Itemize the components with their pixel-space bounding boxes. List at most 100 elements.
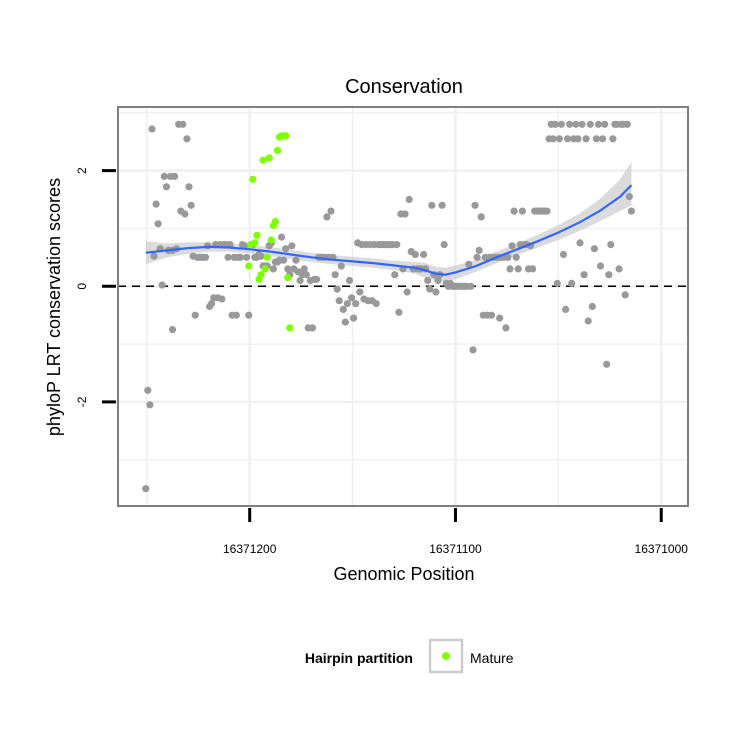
base-point [465,260,473,268]
base-point [144,386,152,394]
mature-point [251,239,259,247]
base-point [438,201,446,209]
base-point [467,282,475,290]
base-point [232,311,240,319]
base-point [348,294,356,302]
base-point [510,207,518,215]
base-point [440,241,448,249]
x-tick-label: 16371200 [223,542,277,556]
base-point [337,262,345,270]
base-point [623,120,631,128]
base-point [282,245,290,253]
base-point [601,120,609,128]
base-point [582,135,590,143]
base-point [224,253,232,261]
base-point [518,207,527,215]
panel-border [117,106,689,507]
base-point [512,253,520,261]
base-point [327,207,335,215]
base-point [543,207,551,215]
x-axis: 16371200 16371100 16371000 [223,508,688,556]
y-tick-label: 2 [75,167,89,174]
base-point [615,265,623,273]
base-point [568,279,576,287]
base-point [625,193,634,201]
base-point [607,241,615,249]
base-point [609,135,617,143]
base-point [506,265,514,273]
base-point [496,314,504,322]
legend-label-mature: Mature [470,650,514,666]
base-point [475,246,483,254]
base-point [572,120,580,128]
base-point [590,245,599,253]
base-point [627,207,636,215]
base-point [403,288,411,296]
base-point [288,242,296,250]
base-point [605,271,613,279]
base-point [146,401,154,409]
base-point [599,135,607,143]
base-point [557,120,566,128]
chart-title: Conservation [345,76,463,98]
mature-point [261,265,269,273]
base-point [269,265,277,273]
base-point [341,318,349,326]
base-point [323,213,331,221]
base-point [411,250,419,259]
base-point [152,200,160,208]
base-point [171,172,179,180]
x-tick-label: 16371100 [429,542,482,556]
base-point [426,285,434,293]
base-point [578,120,586,128]
base-point [187,201,195,209]
base-point [191,311,199,319]
base-point [562,305,570,313]
base-point [434,276,442,285]
base-point [529,265,537,273]
mature-point [253,231,261,239]
base-point [592,135,601,143]
mature-point [263,253,271,261]
y-axis: -2 0 2 [75,167,116,407]
base-point [296,276,304,285]
base-point [201,253,210,261]
base-point [502,324,510,332]
base-point [555,135,564,143]
base-point [584,317,592,325]
base-point [150,252,158,260]
base-point [420,250,428,259]
base-point [574,135,582,143]
base-point [168,326,177,334]
base-point [553,279,561,287]
mature-point [267,236,275,244]
mature-point [249,175,257,183]
base-point [393,241,401,249]
base-points [142,120,636,493]
base-point [236,253,244,261]
base-point [208,300,216,308]
base-point [339,305,347,313]
base-point [551,120,559,128]
base-point [313,275,321,283]
base-point [508,242,516,250]
base-point [142,485,150,493]
mature-point [245,262,253,270]
plot-panel [118,107,688,506]
base-point [203,242,212,250]
base-point [352,300,360,308]
base-point [401,210,409,218]
base-point [487,311,496,319]
base-point [292,256,300,264]
base-point [473,253,481,261]
base-point [356,288,364,296]
base-point [424,276,432,285]
base-point [154,220,162,228]
base-point [603,360,611,368]
base-point [158,281,166,289]
base-point [148,125,156,133]
base-point [469,346,477,354]
y-tick-label: 0 [75,283,89,290]
x-axis-label: Genomic Position [333,564,474,584]
base-point [280,256,288,264]
